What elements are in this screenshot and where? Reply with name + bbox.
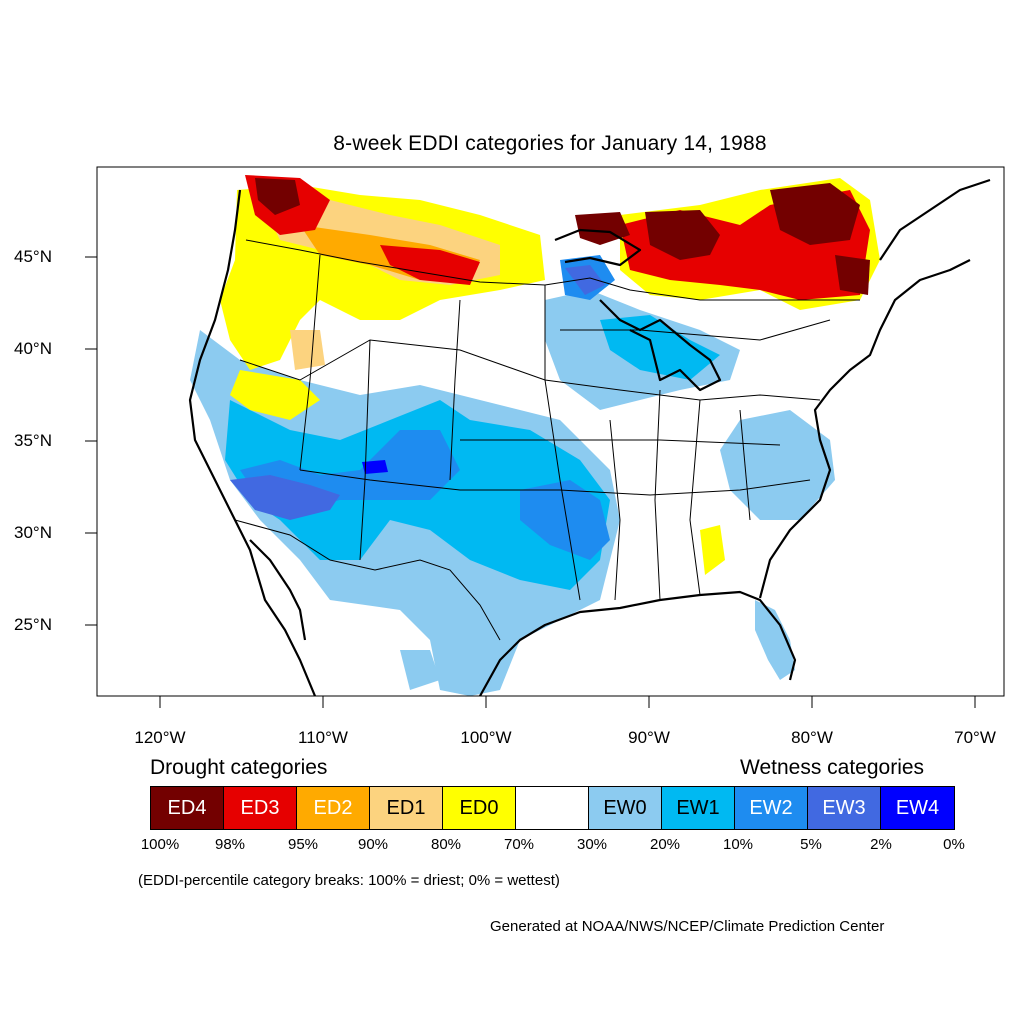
ew0-region-mexico [400, 650, 440, 690]
west-coast-line [188, 189, 317, 696]
lon-label-100w: 100°W [460, 728, 512, 747]
pct-break: 95% [287, 836, 319, 853]
ed4-region-quebec [770, 183, 860, 245]
credit-line: Generated at NOAA/NWS/NCEP/Climate Predi… [490, 918, 885, 935]
pct-break: 2% [870, 836, 892, 853]
category-note: (EDDI-percentile category breaks: 100% =… [138, 872, 560, 889]
legend-ed3: ED3 [224, 787, 297, 829]
ed4-region-ontario [645, 210, 720, 260]
map-frame [96, 166, 1005, 697]
lon-label-70w: 70°W [954, 728, 996, 747]
lon-label-80w: 80°W [791, 728, 833, 747]
map-title: 8-week EDDI categories for January 14, 1… [333, 132, 767, 155]
ed4-region-ny [835, 255, 870, 295]
pct-break: 0% [943, 836, 965, 853]
pct-break: 10% [722, 836, 754, 853]
wetness-header: Wetness categories [740, 756, 925, 779]
east-coast-line [758, 259, 971, 599]
pct-break: 30% [576, 836, 608, 853]
lon-label-120w: 120°W [134, 728, 186, 747]
drought-header: Drought categories [150, 756, 328, 779]
lon-label-90w: 90°W [628, 728, 670, 747]
pct-break: 100% [140, 836, 180, 853]
state-lines-h [654, 389, 661, 601]
legend-ew0: EW0 [589, 787, 662, 829]
lat-label-40n: 40°N [14, 339, 52, 358]
ed3-region-mid [380, 245, 480, 285]
lake-superior-line [554, 228, 642, 267]
legend-ed2: ED2 [297, 787, 370, 829]
ew0-region-florida [755, 600, 795, 680]
lat-label-35n: 35°N [14, 431, 52, 450]
state-lines-k [560, 319, 831, 341]
lon-label-110w: 110°W [298, 728, 348, 747]
state-lines-l [460, 439, 781, 446]
axis-ticks [85, 256, 976, 708]
great-lakes-line [599, 299, 722, 392]
state-lines-j [739, 409, 751, 521]
legend-neutral [516, 787, 589, 829]
state-lines-f [299, 469, 811, 496]
legend-ew3: EW3 [808, 787, 881, 829]
state-lines-c [449, 299, 461, 481]
baja-line [249, 539, 307, 641]
pct-break: 80% [430, 836, 462, 853]
legend-ed4: ED4 [151, 787, 224, 829]
pct-break: 70% [503, 836, 535, 853]
state-lines-b [359, 339, 371, 561]
ed0-region-se [700, 525, 725, 575]
pct-break: 5% [800, 836, 822, 853]
ed4-region-west [255, 178, 300, 215]
legend-ew2: EW2 [735, 787, 808, 829]
ed0-region-west [230, 370, 320, 420]
ew1-region-lakes [600, 315, 720, 380]
state-lines-i [689, 399, 701, 596]
state-lines-e [239, 339, 821, 401]
canada-coast-line [879, 178, 991, 261]
state-lines-g [609, 419, 621, 601]
ew3-region-mn [565, 265, 605, 295]
ew3-region [230, 475, 340, 520]
ew2-region-ok [520, 480, 610, 560]
political-borders [234, 239, 860, 641]
legend-ed0: ED0 [443, 787, 516, 829]
pct-break: 90% [357, 836, 389, 853]
ew4-region [362, 460, 388, 474]
ed1-region-ut [290, 330, 325, 370]
legend-ed1: ED1 [370, 787, 443, 829]
lat-label-30n: 30°N [14, 523, 52, 542]
ew0-region-southeast [720, 410, 835, 520]
state-lines-a [299, 254, 321, 471]
pct-break: 98% [214, 836, 246, 853]
state-lines-d [544, 285, 581, 601]
lat-label-25n: 25°N [14, 615, 52, 634]
lat-label-45n: 45°N [14, 247, 52, 266]
us-mexico-border [234, 519, 501, 641]
pct-break: 20% [649, 836, 681, 853]
legend-ew4: EW4 [881, 787, 954, 829]
us-canada-border [245, 239, 860, 301]
category-legend: ED4 ED3 ED2 ED1 ED0 EW0 EW1 EW2 EW3 EW4 [150, 786, 955, 830]
legend-ew1: EW1 [662, 787, 735, 829]
